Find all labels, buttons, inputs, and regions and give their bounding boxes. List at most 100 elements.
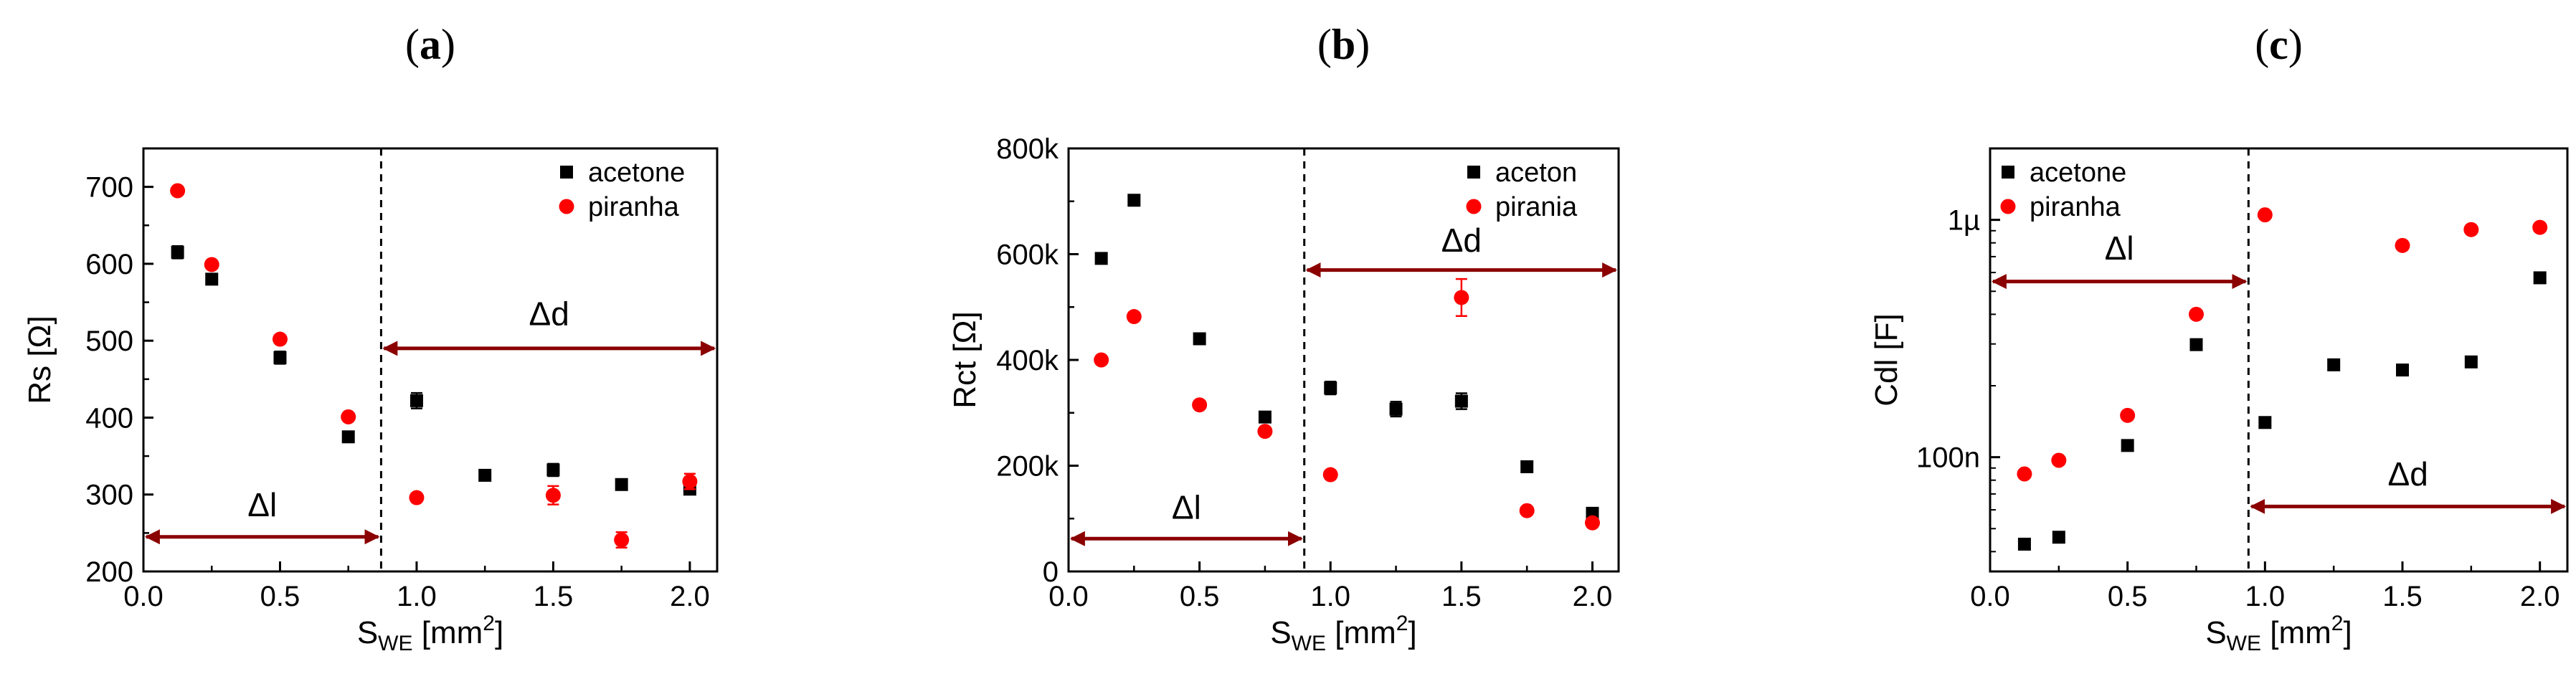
data-point bbox=[170, 183, 186, 199]
legend-entry: acetone bbox=[2002, 158, 2126, 188]
series-piranha bbox=[170, 183, 698, 549]
y-tick-label: 300 bbox=[85, 480, 133, 511]
legend-label: piranha bbox=[588, 192, 680, 222]
legend-marker bbox=[1466, 199, 1482, 214]
series-pirania bbox=[1094, 277, 1600, 531]
x-tick-label: 0.5 bbox=[1180, 581, 1220, 612]
y-tick-label: 600 bbox=[85, 249, 133, 280]
chart-panel-a: (a) 0.0 0.5 1.0 1.5 2.0 200 300 400 500 600 700 SWE … bbox=[22, 21, 719, 655]
data-point bbox=[615, 478, 628, 491]
data-point bbox=[204, 257, 219, 272]
data-point bbox=[478, 468, 492, 482]
data-point bbox=[409, 490, 425, 505]
legend-entry: piranha bbox=[2000, 192, 2121, 222]
data-point bbox=[205, 272, 219, 286]
data-point bbox=[2327, 358, 2341, 371]
legend-marker bbox=[1467, 166, 1480, 179]
legend-label: acetone bbox=[588, 158, 685, 188]
legend-marker bbox=[560, 166, 573, 179]
data-point bbox=[545, 488, 561, 503]
y-tick-label: 800k bbox=[996, 133, 1059, 165]
data-point bbox=[171, 245, 184, 259]
y-tick-label: 700 bbox=[85, 172, 133, 204]
data-point bbox=[2121, 439, 2134, 452]
data-point bbox=[1257, 424, 1273, 440]
y-axis-label: Rs [Ω] bbox=[22, 315, 57, 404]
data-point bbox=[1520, 460, 1534, 473]
legend-label: pirania bbox=[1495, 192, 1578, 222]
data-point bbox=[1193, 332, 1206, 346]
x-tick-label: 1.5 bbox=[1441, 581, 1482, 612]
data-point bbox=[1322, 467, 1338, 483]
data-point bbox=[409, 394, 423, 407]
y-axis-label: Rct [Ω] bbox=[947, 311, 982, 409]
y-tick-label: 500 bbox=[85, 326, 133, 357]
y-tick-label: 200 bbox=[85, 556, 133, 588]
legend-marker bbox=[2002, 166, 2014, 179]
panel-label: (b) bbox=[1317, 21, 1370, 68]
x-tick-label: 2.0 bbox=[670, 581, 710, 612]
legend-label: piranha bbox=[2030, 192, 2121, 222]
range-arrow-label: Δl bbox=[1172, 488, 1201, 526]
y-tick-label: 400 bbox=[85, 402, 133, 434]
legend-label: aceton bbox=[1495, 158, 1577, 188]
data-point bbox=[2395, 237, 2410, 253]
data-point bbox=[1094, 352, 1109, 368]
y-tick-label: 1µ bbox=[1948, 205, 1980, 237]
x-tick-label: 1.5 bbox=[534, 581, 574, 612]
y-axis-label: Cdl [F] bbox=[1869, 313, 1904, 407]
data-point bbox=[1389, 402, 1403, 416]
series-aceton bbox=[1094, 194, 1599, 520]
x-axis-label: SWE [mm2] bbox=[2205, 612, 2352, 655]
legend-entry: pirania bbox=[1466, 192, 1578, 222]
x-tick-label: 1.0 bbox=[2245, 581, 2286, 612]
data-point bbox=[2464, 355, 2478, 369]
legend-entry: aceton bbox=[1467, 158, 1577, 188]
data-point bbox=[2120, 407, 2136, 423]
data-point bbox=[614, 532, 630, 548]
data-point bbox=[273, 351, 287, 364]
range-arrow-label: Δl bbox=[2105, 229, 2134, 267]
data-point bbox=[2189, 338, 2203, 351]
data-point bbox=[1127, 194, 1141, 207]
x-axis-label: SWE [mm2] bbox=[1270, 612, 1416, 655]
x-tick-label: 0.0 bbox=[1970, 581, 2010, 612]
data-point bbox=[682, 473, 698, 489]
data-point bbox=[2532, 219, 2548, 235]
data-point bbox=[1126, 309, 1142, 325]
y-tick-label: 100n bbox=[1916, 442, 1980, 474]
chart-panel-c: (c) 0.0 0.5 1.0 1.5 2.0 100n 1µ SWE [mm2] Cdl [F]… bbox=[1869, 21, 2569, 655]
data-point bbox=[1094, 252, 1108, 265]
data-point bbox=[1584, 515, 1600, 531]
data-point bbox=[2051, 452, 2067, 468]
x-tick-label: 1.0 bbox=[1310, 581, 1350, 612]
data-point bbox=[2463, 222, 2479, 237]
x-tick-label: 0.5 bbox=[260, 581, 300, 612]
legend-marker bbox=[559, 199, 574, 214]
data-point bbox=[272, 331, 288, 347]
data-point bbox=[1324, 381, 1337, 395]
chart-panel-b: (b) 0.0 0.5 1.0 1.5 2.0 0 200k 400k 600k 800k SWE [… bbox=[947, 21, 1620, 655]
data-point bbox=[1454, 290, 1469, 305]
range-arrow-label: Δl bbox=[247, 486, 277, 523]
x-tick-label: 1.5 bbox=[2382, 581, 2423, 612]
series-piranha bbox=[2017, 207, 2548, 482]
x-tick-label: 2.0 bbox=[1573, 581, 1613, 612]
data-point bbox=[2052, 531, 2065, 544]
data-point bbox=[2258, 416, 2272, 429]
data-point bbox=[2189, 306, 2204, 322]
x-tick-label: 0.5 bbox=[2108, 581, 2148, 612]
data-point bbox=[546, 463, 560, 477]
range-arrow-label: Δd bbox=[2388, 455, 2428, 493]
data-point bbox=[1258, 410, 1272, 424]
x-tick-label: 0.0 bbox=[123, 581, 164, 612]
plot-frame bbox=[1989, 147, 2569, 573]
y-tick-label: 600k bbox=[996, 239, 1059, 271]
legend-entry: piranha bbox=[559, 192, 680, 222]
data-point bbox=[2017, 466, 2032, 482]
series-acetone bbox=[2017, 271, 2547, 551]
legend-entry: acetone bbox=[560, 158, 685, 188]
range-arrow-label: Δd bbox=[1441, 222, 1482, 259]
x-tick-label: 2.0 bbox=[2520, 581, 2560, 612]
